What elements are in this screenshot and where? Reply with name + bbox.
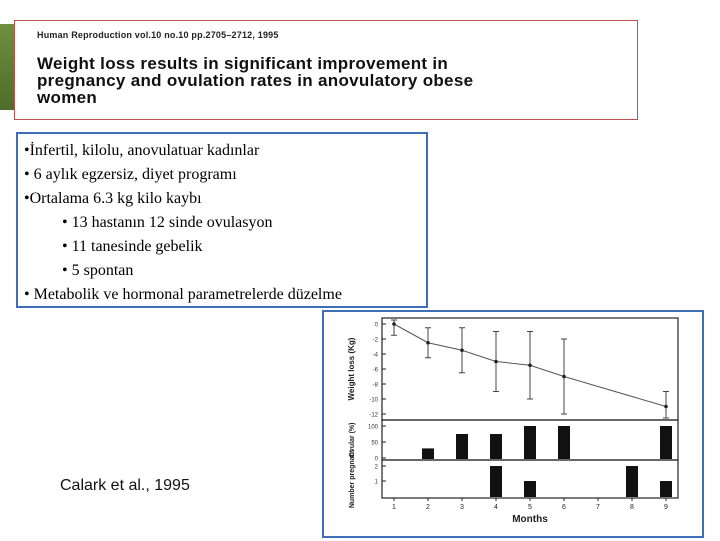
x-tick-label: 3 — [460, 504, 464, 511]
y-tick-label: -4 — [373, 353, 379, 359]
pregnancy-bar — [660, 481, 672, 497]
data-point — [460, 348, 464, 353]
y-tick-label: -2 — [373, 338, 379, 344]
data-point — [392, 322, 396, 326]
y-tick-label: 2 — [375, 465, 379, 471]
ovulation-bar — [524, 426, 536, 459]
citation: Calark et al., 1995 — [60, 477, 190, 494]
paper-title-line: women — [37, 88, 98, 107]
x-tick-label: 5 — [528, 504, 532, 511]
sub-bullet-item: • 11 tanesinde gebelik — [62, 238, 203, 255]
x-tick-label: 4 — [494, 504, 498, 511]
ovulation-bar — [660, 426, 672, 459]
ovulation-bar — [490, 434, 502, 459]
accent-stripe — [0, 24, 14, 110]
x-tick-label: 8 — [630, 504, 634, 511]
ovulation-bar — [558, 426, 570, 459]
y-axis-label: Number pregnant — [349, 449, 356, 508]
data-point — [562, 374, 566, 379]
y-tick-label: -12 — [369, 413, 378, 419]
x-axis-label: Months — [512, 514, 548, 525]
y-axis-label: Weight loss (Kg) — [347, 337, 356, 400]
y-tick-label: 50 — [371, 441, 378, 447]
pregnancy-bar — [626, 466, 638, 497]
ovulation-bar — [422, 448, 434, 459]
data-point — [494, 359, 498, 364]
bullet-item: • Metabolik ve hormonal parametrelerde d… — [24, 286, 342, 303]
y-tick-label: -10 — [369, 398, 378, 404]
x-tick-label: 7 — [596, 504, 600, 511]
y-tick-label: 0 — [375, 457, 379, 463]
y-axis-label: Ovular (%) — [349, 422, 356, 457]
paper-title-line: pregnancy and ovulation rates in anovula… — [37, 71, 474, 90]
x-tick-label: 2 — [426, 504, 430, 511]
bullet-item: •Ortalama 6.3 kg kilo kaybı — [24, 190, 202, 207]
y-tick-label: -8 — [373, 383, 379, 389]
bullet-item: •İnfertil, kilolu, anovulatuar kadınlar — [24, 142, 260, 159]
x-tick-label: 1 — [392, 504, 396, 511]
journal-citation: Human Reproduction vol.10 no.10 pp.2705–… — [37, 30, 279, 40]
ovulation-bar — [456, 434, 468, 459]
y-tick-label: 0 — [375, 323, 379, 329]
pregnancy-bar — [524, 481, 536, 497]
sub-bullet-item: • 13 hastanın 12 sinde ovulasyon — [62, 214, 273, 231]
x-tick-label: 9 — [664, 504, 668, 511]
y-tick-label: -6 — [373, 368, 379, 374]
left-margin — [0, 0, 14, 540]
pregnancy-bar — [490, 466, 502, 497]
bullet-item: • 6 aylık egzersiz, diyet programı — [24, 166, 237, 183]
paper-header: Human Reproduction vol.10 no.10 pp.2705–… — [14, 20, 638, 120]
x-tick-label: 6 — [562, 504, 566, 511]
paper-title-line: Weight loss results in significant impro… — [37, 54, 449, 73]
figure-chart: 0 -2 -4 -6 -8 -10 -12 Weight loss (Kg) 100 50 0 Ovu… — [347, 317, 679, 525]
paper-title: Weight loss results in significant impro… — [37, 55, 637, 106]
data-point — [528, 363, 532, 368]
data-point — [664, 404, 668, 409]
figure-box: 0 -2 -4 -6 -8 -10 -12 Weight loss (Kg) 100 50 0 Ovu… — [322, 310, 704, 538]
y-tick-label: 100 — [368, 425, 379, 431]
sub-bullet-item: • 5 spontan — [62, 262, 134, 279]
y-tick-label: 1 — [375, 480, 379, 486]
data-point — [426, 340, 430, 345]
summary-box: •İnfertil, kilolu, anovulatuar kadınlar … — [16, 132, 428, 308]
